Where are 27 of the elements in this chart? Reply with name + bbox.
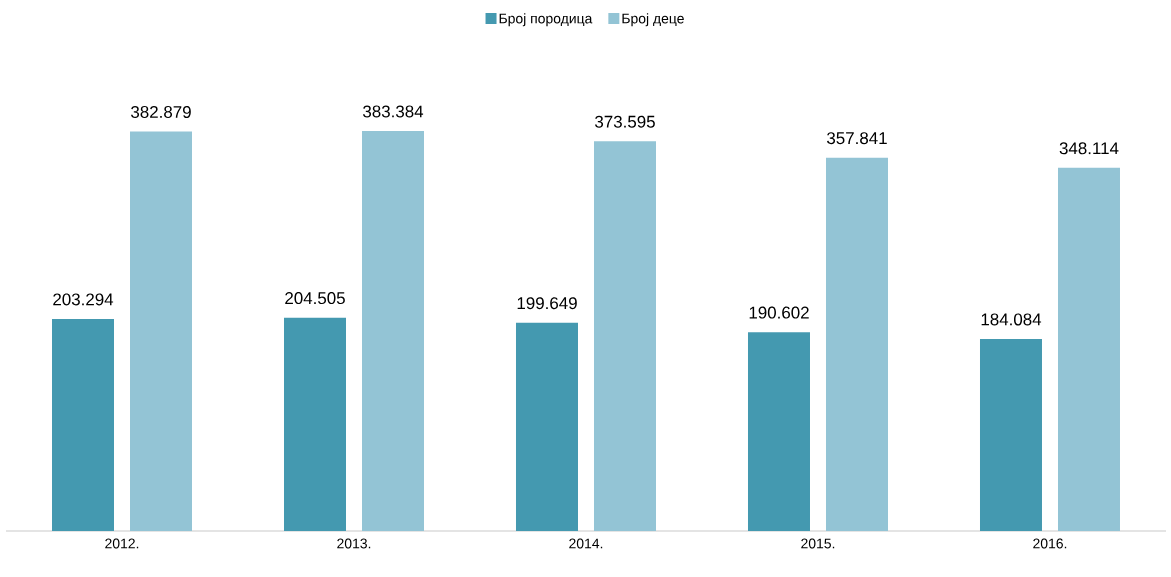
bar: [1057, 167, 1120, 531]
bar: [593, 141, 656, 531]
bar: [130, 131, 192, 531]
bar: [515, 322, 578, 531]
bar: [52, 318, 114, 531]
x-tick-label: 2014.: [569, 538, 603, 549]
data-label: 348.114: [1059, 142, 1119, 155]
legend-label: Број деце: [622, 13, 684, 27]
bar: [979, 338, 1042, 531]
data-label: 199.649: [517, 297, 577, 310]
bar: [825, 157, 888, 531]
x-tick-label: 2013.: [337, 538, 371, 549]
data-label: 190.602: [749, 306, 809, 319]
bar: [362, 130, 424, 531]
data-label: 383.384: [363, 105, 424, 118]
data-label: 203.294: [53, 293, 114, 306]
bar: [284, 317, 346, 531]
x-tick-label: 2015.: [801, 538, 835, 549]
data-label: 357.841: [827, 132, 887, 145]
x-tick-label: 2012.: [105, 538, 139, 549]
data-label: 382.879: [131, 106, 191, 119]
data-label: 204.505: [285, 292, 345, 305]
data-label: 373.595: [595, 115, 655, 128]
data-label: 184.084: [981, 313, 1042, 326]
x-tick-label: 2016.: [1033, 538, 1067, 549]
bar: [747, 332, 810, 531]
legend-label: Број породица: [499, 13, 593, 27]
